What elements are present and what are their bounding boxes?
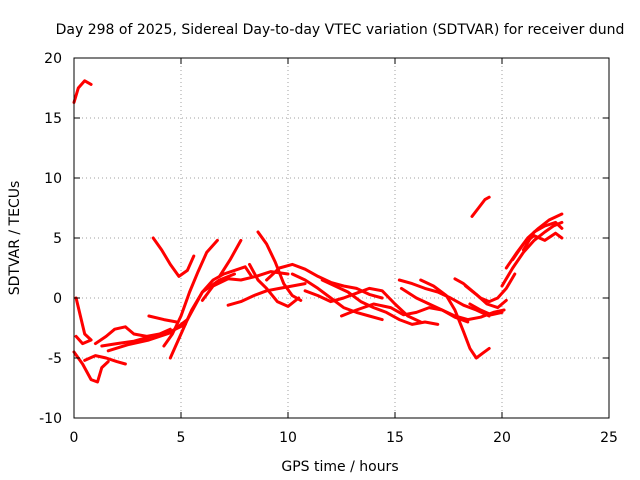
series-arc7 bbox=[106, 272, 236, 353]
data-series bbox=[72, 79, 564, 384]
series-arc12 bbox=[200, 270, 290, 302]
y-tick-label: 15 bbox=[44, 111, 62, 127]
y-axis-label: SDTVAR / TECUs bbox=[7, 181, 23, 296]
x-tick-label: 20 bbox=[493, 430, 511, 446]
series-arc3 bbox=[72, 350, 110, 384]
series-arc20 bbox=[320, 278, 440, 326]
series-arc29 bbox=[500, 220, 564, 288]
x-tick-label: 5 bbox=[177, 430, 186, 446]
series-arc19 bbox=[303, 286, 423, 324]
series-arc16 bbox=[256, 230, 303, 302]
x-tick-label: 15 bbox=[386, 430, 404, 446]
y-tick-labels: -10 -5 0 5 10 15 20 bbox=[39, 51, 62, 427]
y-tick-label: 10 bbox=[44, 171, 62, 187]
y-tick-label: 5 bbox=[53, 231, 62, 247]
series-arc32 bbox=[521, 220, 564, 252]
y-tick-label: -5 bbox=[48, 351, 62, 367]
series-arc31 bbox=[511, 231, 564, 262]
series-arc9 bbox=[151, 236, 196, 278]
chart-title: Day 298 of 2025, Sidereal Day-to-day VTE… bbox=[56, 22, 625, 38]
series-arc4 bbox=[83, 354, 127, 366]
series-arc8 bbox=[147, 314, 179, 324]
x-tick-labels: 0 5 10 15 20 25 bbox=[70, 430, 618, 446]
series-arc27 bbox=[468, 302, 504, 317]
y-tick-label: 20 bbox=[44, 51, 62, 67]
series-arc26 bbox=[464, 284, 508, 310]
series-arc14 bbox=[226, 282, 307, 307]
series-arc10 bbox=[162, 238, 219, 348]
series-arc13 bbox=[218, 238, 243, 278]
series-arc11 bbox=[168, 265, 254, 360]
series-arc2 bbox=[74, 296, 93, 346]
series-arc28 bbox=[470, 195, 491, 218]
x-axis-label: GPS time / hours bbox=[281, 459, 398, 475]
series-arc1 bbox=[72, 79, 93, 104]
grid-lines bbox=[74, 58, 609, 418]
x-tick-label: 0 bbox=[70, 430, 79, 446]
x-tick-label: 25 bbox=[600, 430, 618, 446]
series-arc24 bbox=[419, 278, 491, 360]
series-arc18 bbox=[290, 272, 384, 322]
x-tick-label: 10 bbox=[279, 430, 297, 446]
y-tick-label: -10 bbox=[39, 411, 62, 427]
axis-ticks bbox=[73, 57, 610, 419]
y-tick-label: 0 bbox=[53, 291, 62, 307]
series-arc15 bbox=[248, 262, 301, 308]
